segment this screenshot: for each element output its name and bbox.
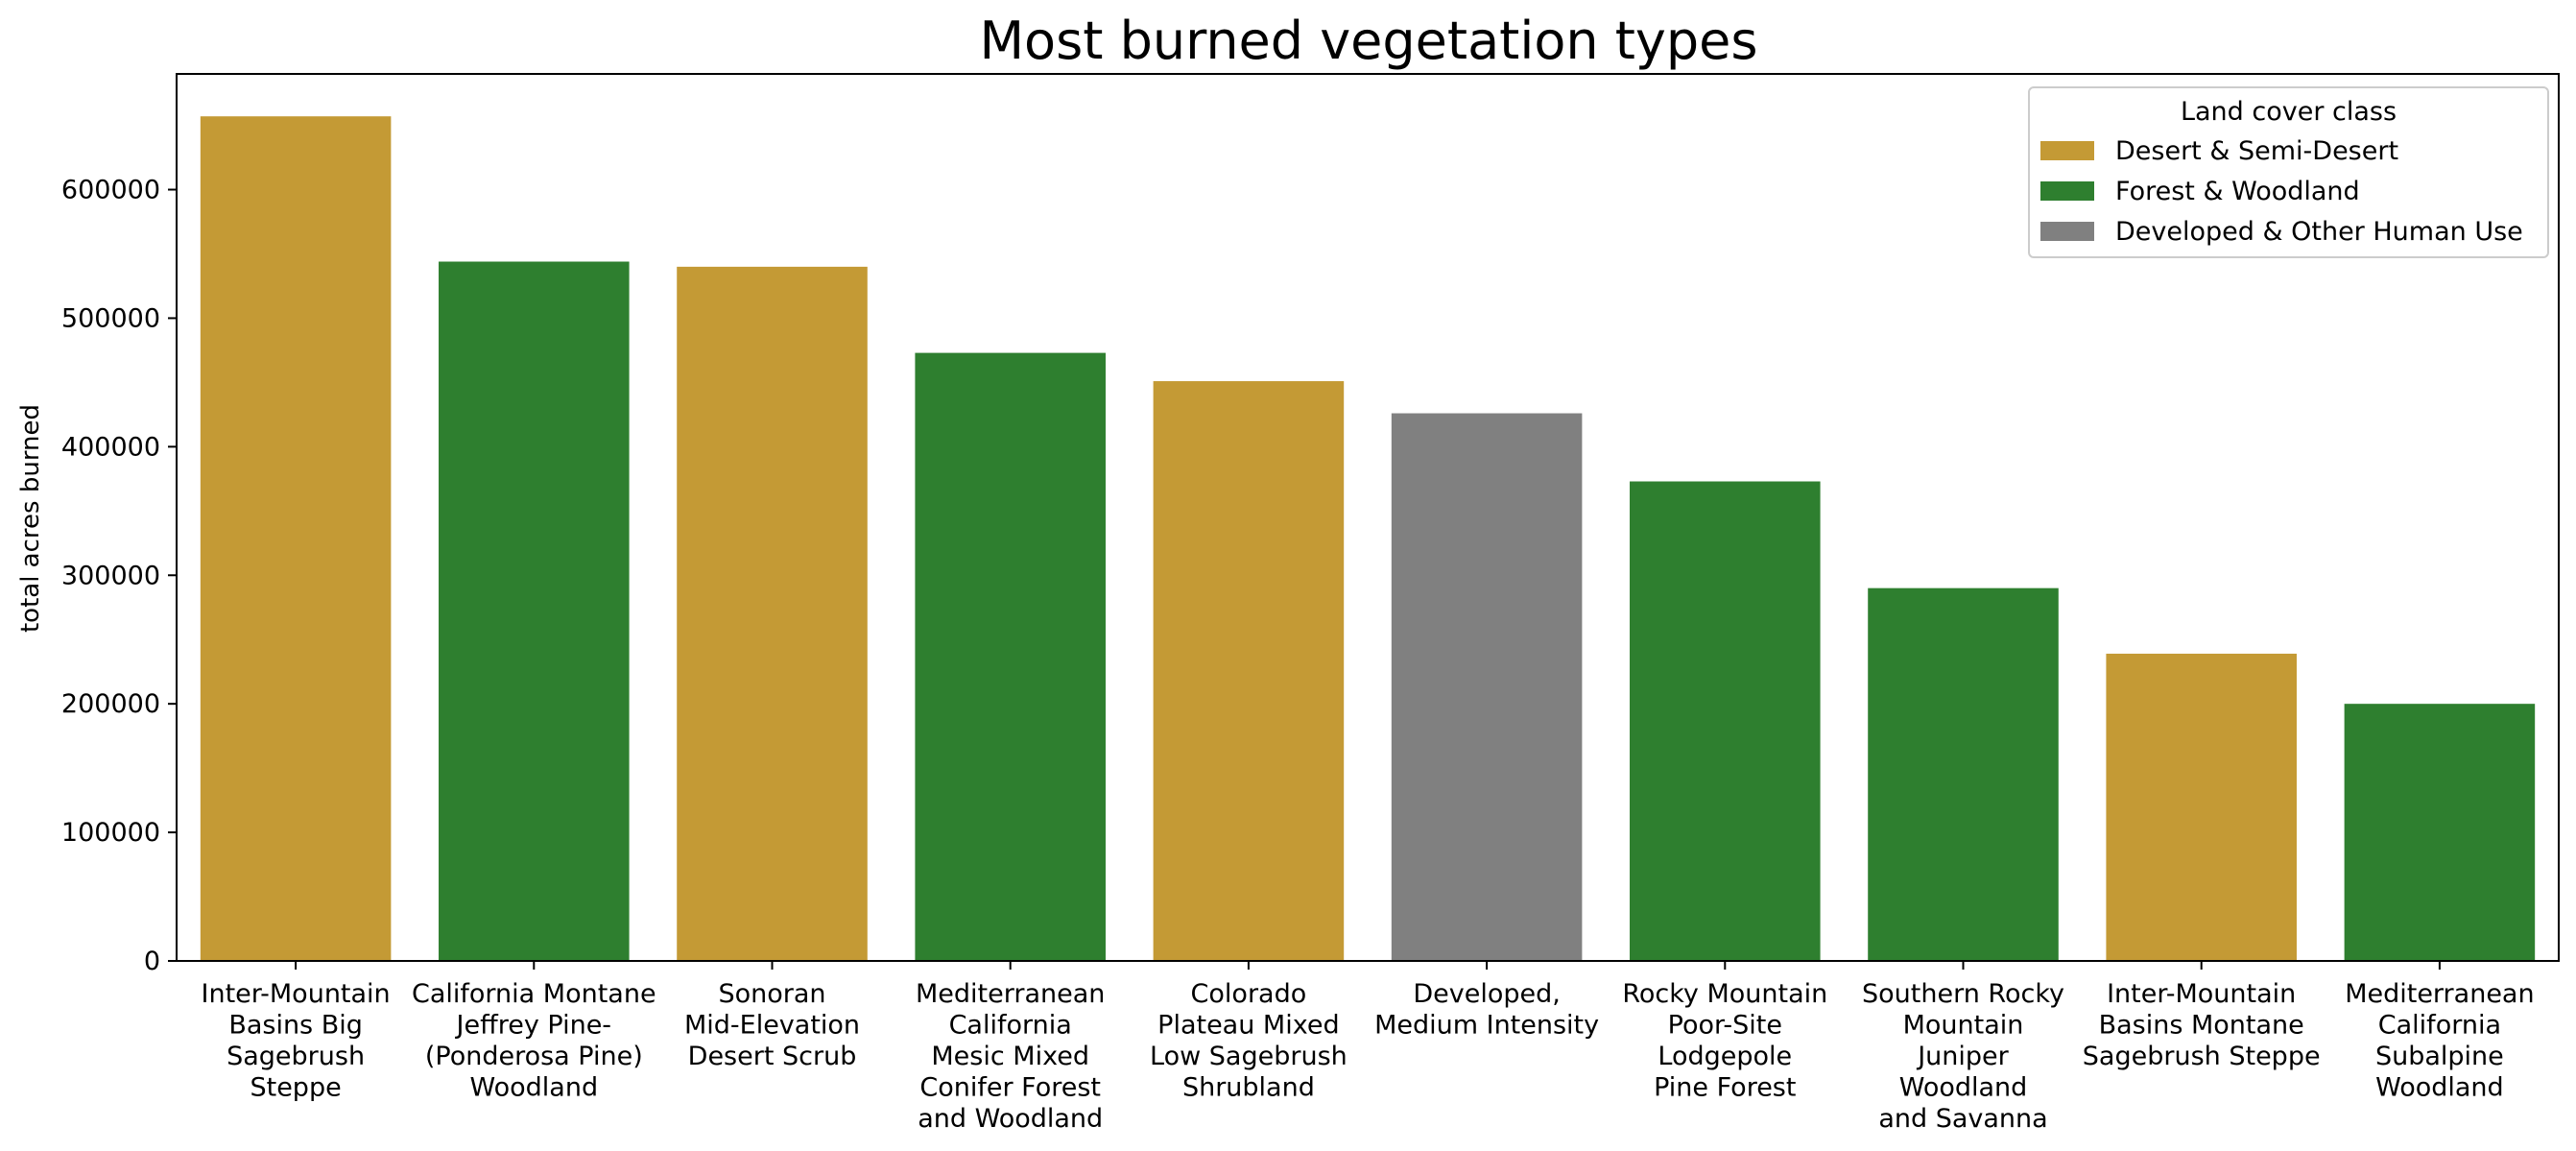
y-tick-label: 300000 (61, 561, 160, 590)
x-tick-label-line: Lodgepole (1658, 1042, 1792, 1071)
bar-9 (2106, 653, 2297, 961)
legend-entries: Desert & Semi-Desert Forest & Woodland Dev… (2040, 136, 2523, 247)
x-tick-label-8: Southern Rocky Mountain Juniper Woodland and… (1862, 979, 2064, 1134)
x-tick-label-line: Inter-Mountain (2107, 979, 2296, 1009)
x-tick-label-line: California Montane (412, 979, 656, 1009)
bar-10 (2344, 704, 2536, 961)
x-tick-label-line: Woodland (1899, 1073, 2028, 1103)
bar-6 (1391, 413, 1583, 962)
x-tick-label-6: Developed, Medium Intensity (1374, 979, 1599, 1041)
x-tick-label-10: Mediterranean California Subalpine Woodland (2345, 979, 2534, 1103)
x-tick-label-line: Sagebrush Steppe (2083, 1042, 2321, 1071)
bar-8 (1868, 587, 2059, 961)
legend-swatch-2 (2040, 181, 2094, 201)
legend-swatch-1 (2040, 141, 2094, 160)
x-tick-label-line: Pine Forest (1654, 1073, 1796, 1103)
x-tick-label-line: Colorado (1191, 979, 1307, 1009)
bar-7 (1630, 481, 1821, 961)
y-tick-label: 500000 (61, 303, 160, 333)
bar-3 (677, 266, 868, 961)
chart-title: Most burned vegetation types (979, 11, 1757, 71)
y-tick-label: 200000 (61, 689, 160, 719)
legend-swatch-3 (2040, 222, 2094, 241)
x-tick-label-line: Mesic Mixed (931, 1042, 1089, 1071)
legend-label-3: Developed & Other Human Use (2115, 217, 2523, 247)
bars-group (200, 116, 2536, 962)
x-tick-label-line: and Woodland (918, 1104, 1103, 1134)
x-tick-label-line: Low Sagebrush (1150, 1042, 1348, 1071)
x-tick-label-line: Mediterranean (916, 979, 1105, 1009)
x-tick-label-line: Shrubland (1182, 1073, 1315, 1103)
x-tick-label-line: Mountain (1903, 1011, 2024, 1041)
y-axis-ticks: 0 100000 200000 300000 400000 500000 600000 (61, 176, 177, 976)
x-tick-label-line: Sonoran (718, 979, 825, 1009)
legend-box (2028, 86, 2549, 258)
bar-1 (200, 116, 392, 962)
x-tick-label-line: Sagebrush (227, 1042, 365, 1071)
x-tick-label-line: Subalpine (2375, 1042, 2504, 1071)
y-tick-label: 100000 (61, 818, 160, 848)
x-tick-label-line: Steppe (250, 1073, 341, 1103)
x-tick-label-line: Woodland (2375, 1073, 2504, 1103)
plot-frame (176, 73, 2560, 962)
x-axis-ticks: Inter-Mountain Basins Big Sagebrush SteppeC… (202, 961, 2535, 1134)
legend-label-1: Desert & Semi-Desert (2115, 136, 2398, 166)
x-tick-label-line: Mediterranean (2345, 979, 2534, 1009)
x-tick-label-line: Medium Intensity (1374, 1011, 1599, 1041)
x-tick-label-2: California Montane Jeffrey Pine-(Ponderos… (412, 979, 656, 1103)
x-tick-label-line: Inter-Mountain (202, 979, 391, 1009)
y-axis-label: total acres burned (16, 404, 45, 633)
x-tick-label-line: California (2378, 1011, 2501, 1041)
y-tick-label: 0 (144, 947, 160, 976)
x-tick-label-5: Colorado Plateau Mixed Low Sagebrush Shrubl… (1150, 979, 1348, 1103)
x-tick-label-1: Inter-Mountain Basins Big Sagebrush Steppe (202, 979, 391, 1103)
bar-2 (439, 261, 630, 961)
legend: Land cover class Desert & Semi-Desert For… (2028, 86, 2549, 258)
x-tick-label-line: Mid-Elevation (684, 1011, 860, 1041)
x-tick-label-line: Jeffrey Pine- (455, 1011, 612, 1041)
x-tick-label-line: (Ponderosa Pine) (425, 1042, 643, 1071)
x-tick-label-7: Rocky Mountain Poor-Site Lodgepole Pine For… (1622, 979, 1827, 1103)
x-tick-label-line: Desert Scrub (688, 1042, 857, 1071)
x-tick-label-line: Conifer Forest (919, 1073, 1101, 1103)
x-tick-label-line: Rocky Mountain (1622, 979, 1827, 1009)
legend-title: Land cover class (2181, 97, 2397, 127)
x-tick-label-line: Basins Big (228, 1011, 363, 1041)
x-tick-label-line: California (949, 1011, 1072, 1041)
legend-label-2: Forest & Woodland (2115, 177, 2360, 206)
y-tick-label: 600000 (61, 176, 160, 205)
x-tick-label-line: Juniper (1916, 1042, 2009, 1071)
x-tick-label-3: Sonoran Mid-Elevation Desert Scrub (684, 979, 860, 1071)
x-tick-label-line: Southern Rocky (1862, 979, 2064, 1009)
bar-5 (1153, 381, 1345, 961)
x-tick-label-line: and Savanna (1878, 1104, 2047, 1134)
x-tick-label-line: Woodland (470, 1073, 599, 1103)
x-tick-label-9: Inter-Mountain Basins Montane Sagebrush St… (2083, 979, 2321, 1071)
y-tick-label: 400000 (61, 432, 160, 462)
x-tick-label-4: Mediterranean California Mesic Mixed Conife… (916, 979, 1105, 1134)
bar-4 (915, 352, 1106, 961)
x-tick-label-line: Developed, (1413, 979, 1560, 1009)
x-tick-label-line: Plateau Mixed (1157, 1011, 1339, 1041)
x-tick-label-line: Poor-Site (1668, 1011, 1782, 1041)
x-tick-label-line: Basins Montane (2099, 1011, 2304, 1041)
